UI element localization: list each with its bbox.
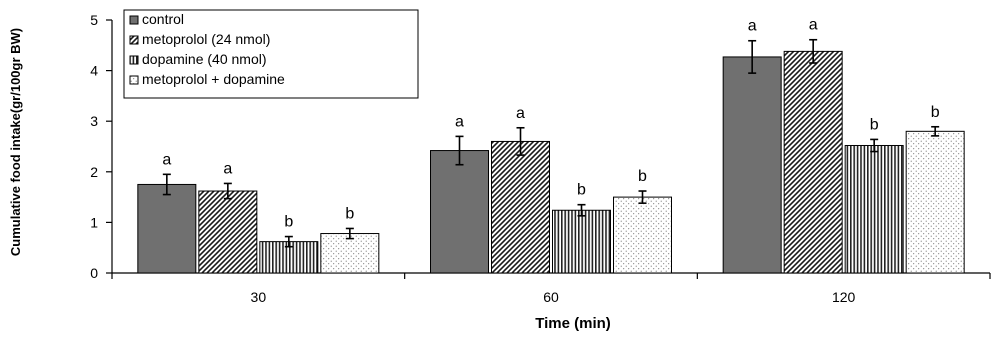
legend-swatch [129,35,139,45]
y-ticks: 0 1 2 3 4 5 [90,12,112,281]
x-tick-label: 120 [832,289,856,305]
significance-label: a [162,151,171,168]
bar [844,144,904,274]
bar [552,209,611,274]
significance-label: a [223,160,232,177]
significance-label: b [345,205,354,222]
y-tick-label: 3 [90,113,98,129]
bar [491,140,550,274]
bar [722,56,782,274]
x-axis-title: Time (min) [535,315,611,332]
legend-swatch [129,15,139,25]
y-tick-label: 2 [90,164,98,180]
legend-swatch [129,55,139,65]
y-tick-label: 1 [90,214,98,230]
error-bars [162,38,940,248]
legend-label: dopamine (40 nmol) [142,51,267,67]
significance-label: a [748,18,757,35]
bar [430,150,489,274]
legend: control metoprolol (24 nmol) dopamine (40 … [123,9,419,99]
y-tick-label: 5 [90,12,98,28]
significance-labels: a a b b a a b b a a b b [162,17,939,231]
bar [320,233,380,274]
significance-label: a [455,113,464,130]
legend-label: metoprolol (24 nmol) [142,31,270,47]
x-tick-label: 30 [251,289,267,305]
bars [137,50,965,274]
significance-label: b [638,168,647,185]
bar [905,130,965,274]
x-tick-label: 60 [543,289,559,305]
bar [198,190,258,274]
bar [137,183,197,274]
bar [613,196,672,274]
significance-label: b [577,182,586,199]
legend-swatch [129,75,139,85]
legend-label: metoprolol + dopamine [142,71,285,87]
significance-label: a [516,105,525,122]
significance-label: b [870,116,879,133]
significance-label: a [809,17,818,34]
legend-label: control [142,11,184,27]
y-tick-label: 0 [90,265,98,281]
significance-label: b [284,214,293,231]
y-axis-title: Cumulative food intake(gr/100gr BW) [8,28,23,256]
significance-label: b [931,104,940,121]
x-ticks: 30 60 120 [111,273,991,305]
bar [783,50,843,274]
y-tick-label: 4 [90,63,98,79]
legend-box [123,9,419,99]
